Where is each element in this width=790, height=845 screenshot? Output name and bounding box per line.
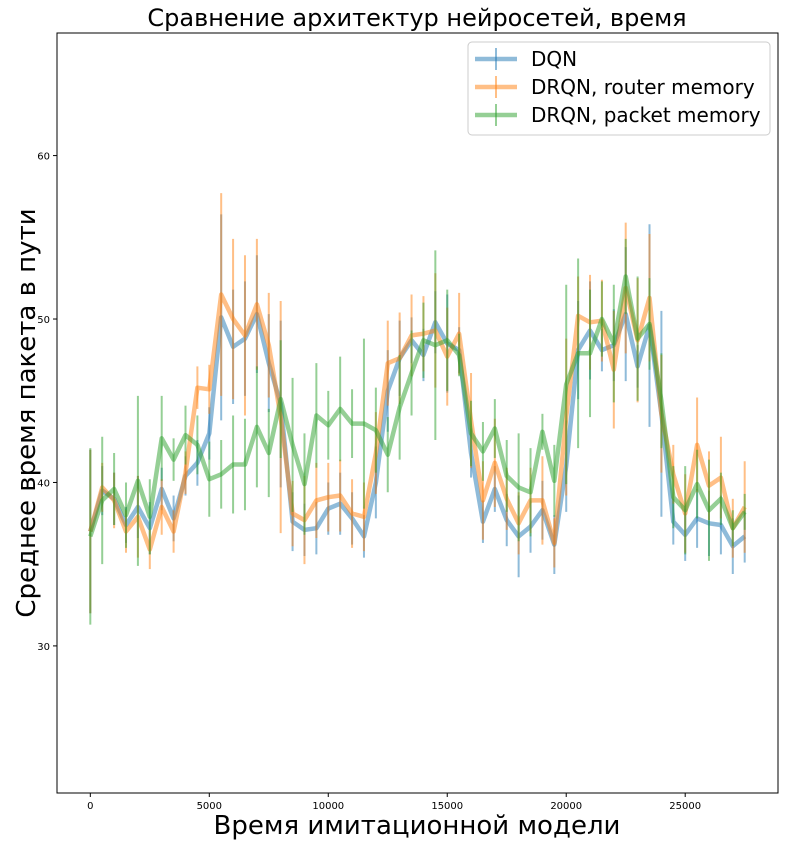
x-tick-label: 25000 <box>669 801 701 812</box>
x-tick-label: 20000 <box>550 801 582 812</box>
legend: DQN DRQN, router memory DRQN, packet memor… <box>467 41 771 136</box>
y-tick-label: 50 <box>37 315 50 326</box>
series-2 <box>88 193 747 614</box>
plot-area <box>88 193 747 625</box>
series-line <box>88 274 747 538</box>
legend-item: DRQN, router memory <box>475 75 755 99</box>
y-axis-label: Среднее время пакета в пути <box>12 208 42 617</box>
chart-title: Сравнение архитектур нейросетей, время <box>147 4 686 32</box>
y-tick-label: 30 <box>37 642 50 653</box>
legend-label: DRQN, packet memory <box>531 103 761 127</box>
legend-box <box>467 41 771 136</box>
legend-label: DQN <box>531 47 577 71</box>
y-tick-label: 60 <box>37 152 50 163</box>
series-line <box>88 311 747 549</box>
legend-item: DQN <box>475 47 577 71</box>
x-tick-label: 0 <box>87 801 93 812</box>
axes-frame <box>56 32 779 794</box>
legend-label: DRQN, router memory <box>531 75 755 99</box>
x-tick-label: 5000 <box>197 801 222 812</box>
legend-item: DRQN, packet memory <box>475 103 761 127</box>
x-axis-label: Время имитационной модели <box>214 811 621 841</box>
y-tick-label: 40 <box>37 478 50 489</box>
x-axis-ticks: 0 5000 10000 15000 20000 25000 <box>87 793 701 812</box>
series-1 <box>88 214 747 614</box>
y-axis-ticks: 30 40 50 60 <box>37 152 57 653</box>
x-tick-label: 10000 <box>312 801 344 812</box>
series-3 <box>88 238 747 625</box>
x-tick-label: 15000 <box>431 801 463 812</box>
